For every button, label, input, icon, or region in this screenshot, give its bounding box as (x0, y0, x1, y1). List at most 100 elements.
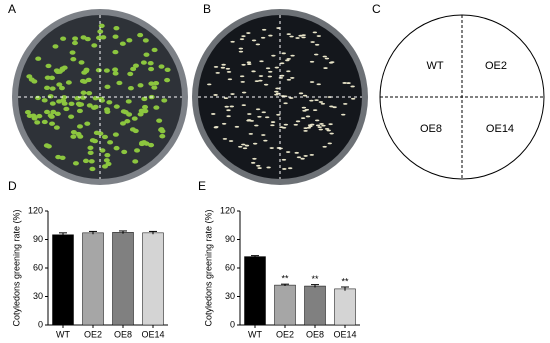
seedling (302, 94, 308, 97)
seedling (316, 35, 322, 37)
seedling (301, 106, 307, 109)
seedling (332, 106, 337, 109)
seedling (221, 63, 226, 66)
seedling (58, 85, 65, 91)
seedling (268, 34, 273, 37)
seedling (293, 123, 298, 126)
panel-label: B (203, 2, 211, 16)
seedling (72, 36, 79, 41)
seedling (226, 109, 231, 112)
seedling (96, 35, 103, 40)
quadrant-label: OE2 (485, 60, 507, 72)
seedling (87, 150, 94, 156)
seedling (312, 31, 318, 34)
seedling (270, 124, 275, 127)
seedling (55, 154, 62, 160)
seedling (274, 66, 280, 69)
y-tick-label: 60 (225, 262, 235, 272)
seedling (45, 144, 52, 149)
seedling (255, 108, 261, 111)
seedling (76, 102, 83, 108)
seedling (309, 60, 315, 63)
seedling (298, 34, 303, 37)
seedling (241, 143, 246, 146)
seedling (251, 70, 256, 73)
seedling (47, 94, 54, 99)
seedling (158, 127, 165, 132)
seedling (283, 123, 289, 126)
seedling (112, 49, 119, 55)
seedling (107, 140, 114, 145)
seedling (314, 53, 319, 56)
x-tick-label: OE8 (306, 329, 324, 339)
seedling (223, 97, 229, 100)
seedling (120, 109, 127, 114)
seedling (254, 124, 259, 127)
quadrant-label: WT (426, 60, 443, 72)
seedling (147, 60, 154, 66)
x-tick-label: OE2 (276, 329, 294, 339)
seedling (89, 138, 96, 143)
seedling (126, 112, 133, 117)
seedling (151, 85, 158, 90)
seedling (274, 90, 279, 93)
seedling (159, 134, 166, 139)
seedling (246, 61, 252, 64)
seedling (350, 85, 355, 88)
seedling (296, 156, 302, 159)
seedling (278, 77, 284, 79)
x-tick-label: OE8 (114, 329, 132, 339)
seedling (303, 129, 308, 132)
seedling (285, 151, 291, 153)
seedling (350, 97, 356, 100)
x-tick-label: OE14 (141, 329, 164, 339)
plate-b (192, 9, 368, 185)
error-bar (341, 286, 349, 291)
significance-label: ** (311, 274, 319, 284)
seedling (34, 120, 41, 125)
bar (304, 285, 326, 326)
seedling (290, 54, 295, 57)
seedling (322, 145, 327, 148)
y-tick-label: 120 (28, 205, 43, 215)
seedling (49, 75, 56, 81)
seedling (283, 102, 288, 105)
x-tick-label: OE14 (333, 329, 356, 339)
seedling (116, 80, 123, 86)
seedling (309, 81, 315, 83)
seedling (247, 63, 252, 65)
seedling (138, 108, 145, 114)
seedling (247, 113, 252, 115)
seedling (139, 140, 146, 146)
seedling (84, 36, 91, 42)
error-bar (149, 230, 157, 235)
seedling (314, 99, 319, 101)
seedling (318, 128, 323, 131)
seedling (274, 93, 279, 96)
bar (142, 232, 164, 326)
seedling (295, 120, 301, 123)
seedling (70, 134, 77, 139)
seedling (151, 47, 158, 53)
seedling (112, 132, 119, 137)
seedling (134, 148, 141, 153)
seedling (241, 63, 246, 66)
seedling (221, 122, 227, 125)
seedling (140, 60, 147, 65)
seedling (112, 34, 119, 39)
seedling (260, 36, 266, 39)
seedling (34, 95, 41, 101)
seedling (248, 132, 254, 135)
seedling (161, 98, 168, 103)
seedling (56, 99, 63, 104)
seedling (113, 104, 120, 109)
y-tick-label: 90 (33, 234, 43, 244)
seedling (49, 86, 56, 91)
seedling (24, 110, 31, 115)
seedling (79, 78, 86, 84)
seedling (104, 152, 111, 158)
seedling (317, 126, 322, 129)
plate (198, 15, 362, 179)
plate-a (12, 9, 188, 185)
